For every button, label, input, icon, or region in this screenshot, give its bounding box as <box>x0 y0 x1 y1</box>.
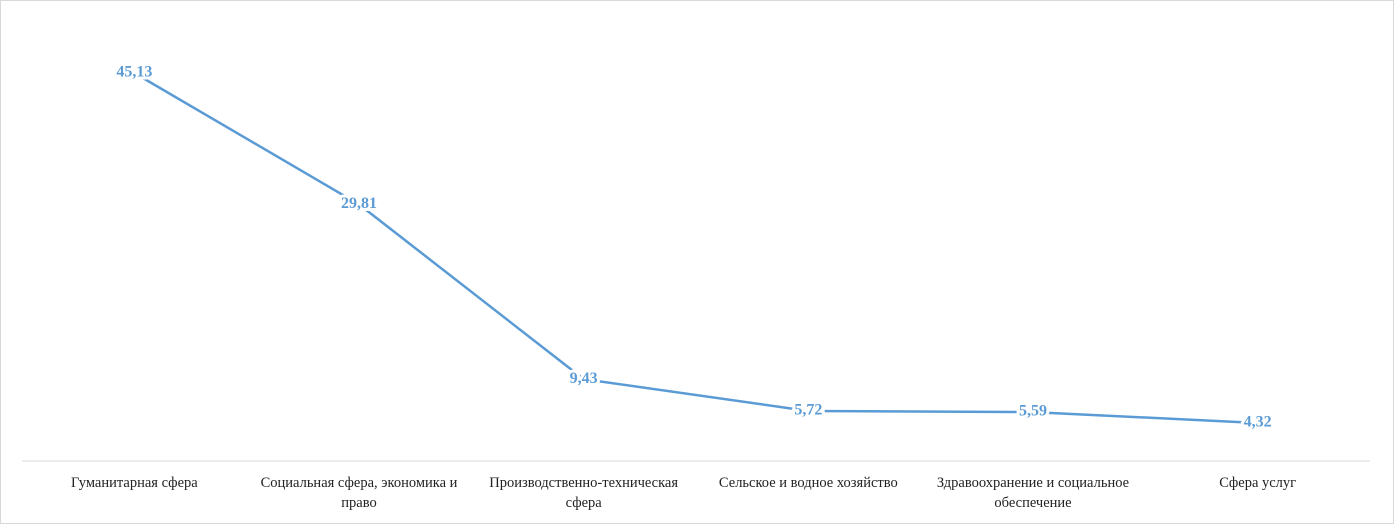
data-label: 5,72 <box>794 402 822 419</box>
x-tick-label: Социальная сфера, экономика и право <box>260 475 458 511</box>
data-line <box>133 71 1258 425</box>
data-label: 4,32 <box>1244 414 1272 431</box>
data-label: 9,43 <box>570 370 598 387</box>
x-tick-label: Гуманитарная сфера <box>70 475 198 491</box>
x-tick-label: Сельское и водное хозяйство <box>718 475 898 491</box>
x-tick-label: Сфера услуг <box>1219 475 1297 491</box>
data-label: 29,81 <box>341 195 377 212</box>
x-tick-label: Здравоохранение и социальное обеспечение <box>936 475 1130 511</box>
data-label: 45,13 <box>116 64 152 81</box>
data-label: 5,59 <box>1019 403 1047 420</box>
x-tick-label: Производственно-техническая сфера <box>489 475 679 511</box>
